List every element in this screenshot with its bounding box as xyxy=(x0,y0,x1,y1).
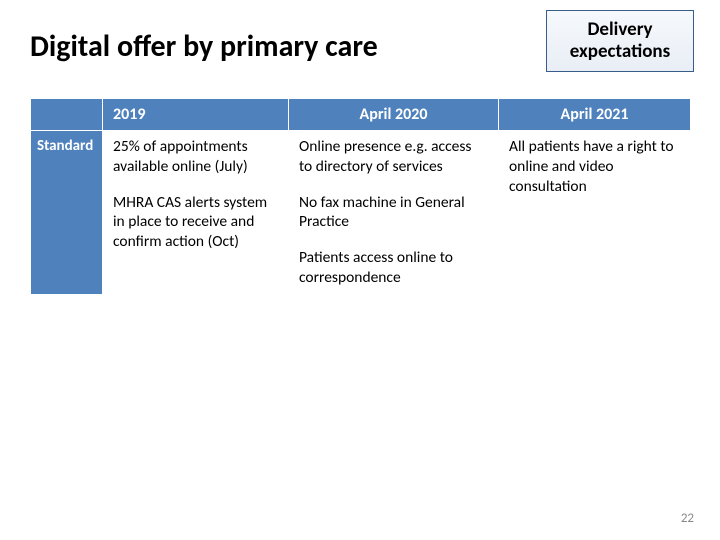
table-row: Standard 25% of appointments available o… xyxy=(31,131,691,295)
col-header-2021: April 2021 xyxy=(499,99,691,131)
callout-box: Delivery expectations xyxy=(546,10,694,72)
slide: Digital offer by primary care Delivery e… xyxy=(0,0,720,540)
cell-2021: All patients have a right to online and … xyxy=(499,131,691,295)
page-title: Digital offer by primary care xyxy=(30,28,378,65)
row-label: Standard xyxy=(31,131,103,295)
standards-table: 2019 April 2020 April 2021 Standard 25% … xyxy=(30,98,690,295)
cell-2020: Online presence e.g. access to directory… xyxy=(289,131,499,295)
col-header-blank xyxy=(31,99,103,131)
cell-text: Patients access online to correspondence xyxy=(299,248,488,288)
col-header-2020: April 2020 xyxy=(289,99,499,131)
cell-text: All patients have a right to online and … xyxy=(509,137,680,196)
callout-text: Delivery expectations xyxy=(547,19,693,63)
cell-text: No fax machine in General Practice xyxy=(299,193,488,233)
cell-text: Online presence e.g. access to directory… xyxy=(299,137,488,177)
col-header-2019: 2019 xyxy=(103,99,289,131)
cell-2019: 25% of appointments available online (Ju… xyxy=(103,131,289,295)
cell-text: 25% of appointments available online (Ju… xyxy=(113,137,278,177)
page-number: 22 xyxy=(681,511,694,526)
cell-text: MHRA CAS alerts system in place to recei… xyxy=(113,193,278,252)
